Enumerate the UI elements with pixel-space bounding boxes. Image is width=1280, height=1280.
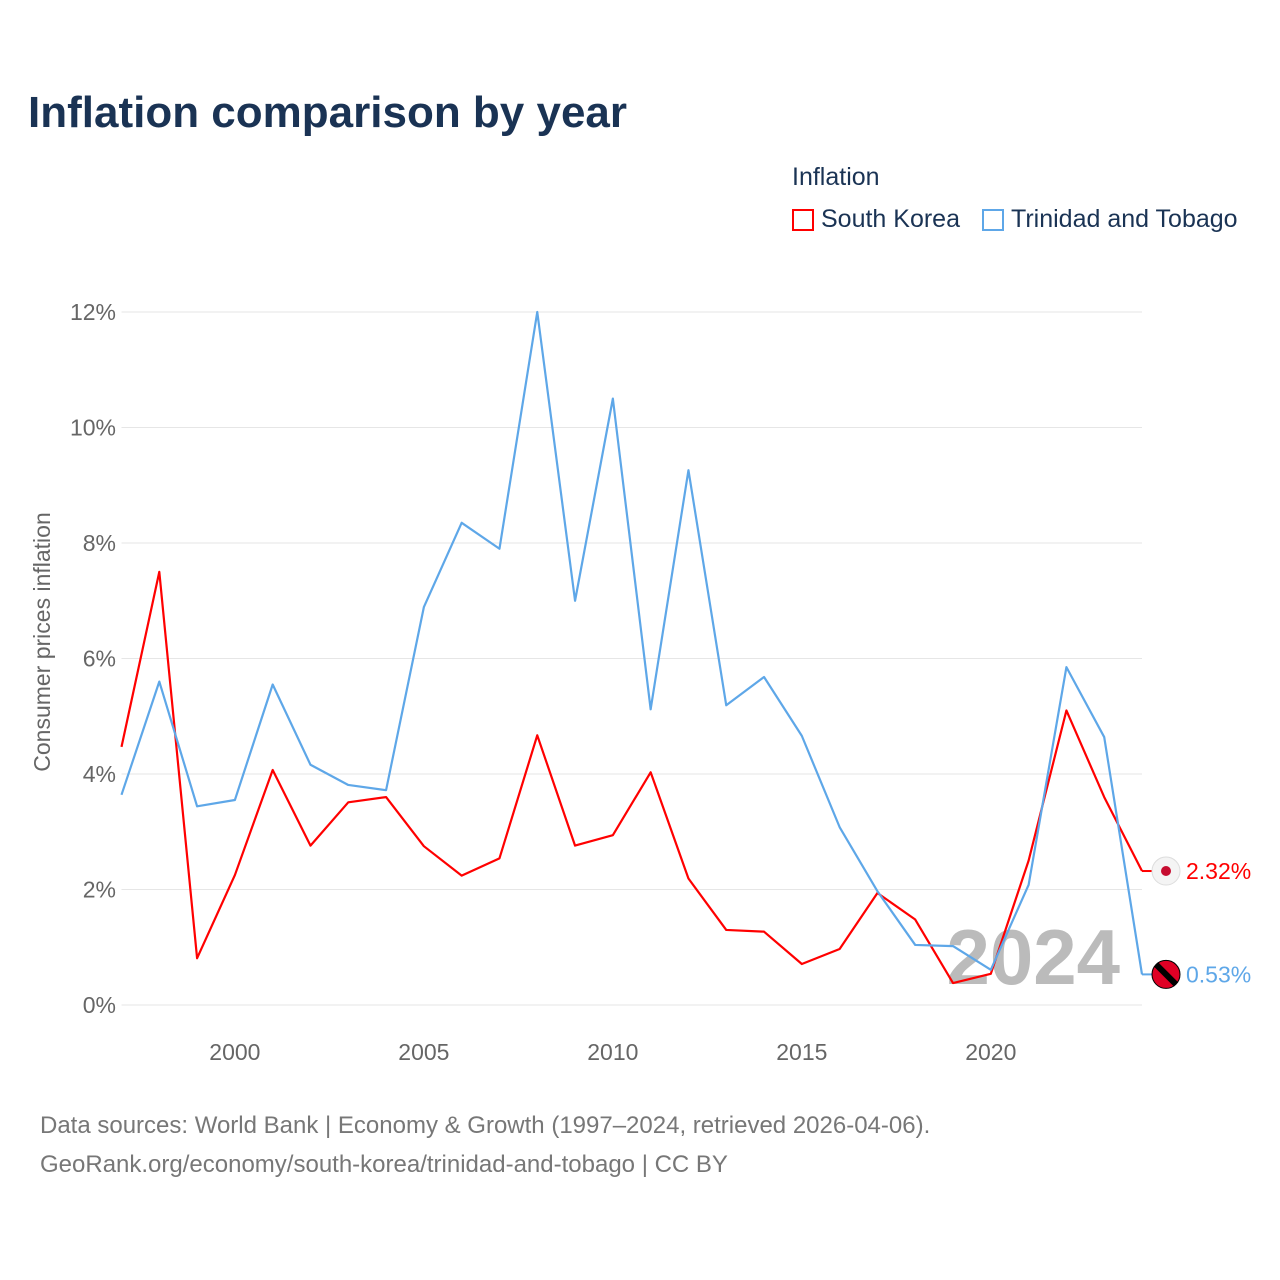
y-axis-label: Consumer prices inflation <box>29 512 55 772</box>
y-tick-label: 2% <box>83 877 116 903</box>
end-value-label: 2.32% <box>1186 858 1251 884</box>
legend-item-trinidad[interactable]: Trinidad and Tobago <box>982 205 1238 234</box>
x-tick-label: 2000 <box>209 1039 260 1065</box>
year-watermark: 2024 <box>946 913 1120 1001</box>
footer-sources: Data sources: World Bank | Economy & Gro… <box>40 1112 931 1139</box>
footer-link[interactable]: GeoRank.org/economy/south-korea/trinidad… <box>40 1151 728 1178</box>
x-tick-label: 2010 <box>587 1039 638 1065</box>
y-tick-label: 6% <box>83 646 116 672</box>
legend-swatch-icon <box>792 208 814 231</box>
legend-swatch-icon <box>982 208 1004 231</box>
flag-stripe <box>1153 962 1179 987</box>
y-tick-label: 0% <box>83 992 116 1018</box>
end-value-label: 0.53% <box>1186 961 1251 987</box>
legend-item-south-korea[interactable]: South Korea <box>792 205 960 234</box>
x-tick-label: 2005 <box>398 1039 449 1065</box>
x-tick-label: 2020 <box>965 1039 1016 1065</box>
legend-title: Inflation <box>792 163 880 191</box>
y-tick-label: 4% <box>83 761 116 787</box>
series-line-south-korea <box>120 570 1143 985</box>
flag-emblem <box>1161 866 1171 877</box>
footer: Data sources: World Bank | Economy & Gro… <box>40 1106 930 1184</box>
series-line-trinidad <box>120 310 1144 975</box>
y-tick-label: 8% <box>83 530 116 556</box>
legend-label: Trinidad and Tobago <box>1011 205 1238 233</box>
y-tick-label: 12% <box>70 299 116 325</box>
chart-title: Inflation comparison by year <box>28 88 628 137</box>
x-tick-label: 2015 <box>776 1039 827 1065</box>
legend-label: South Korea <box>821 205 960 233</box>
y-tick-label: 10% <box>70 415 116 441</box>
